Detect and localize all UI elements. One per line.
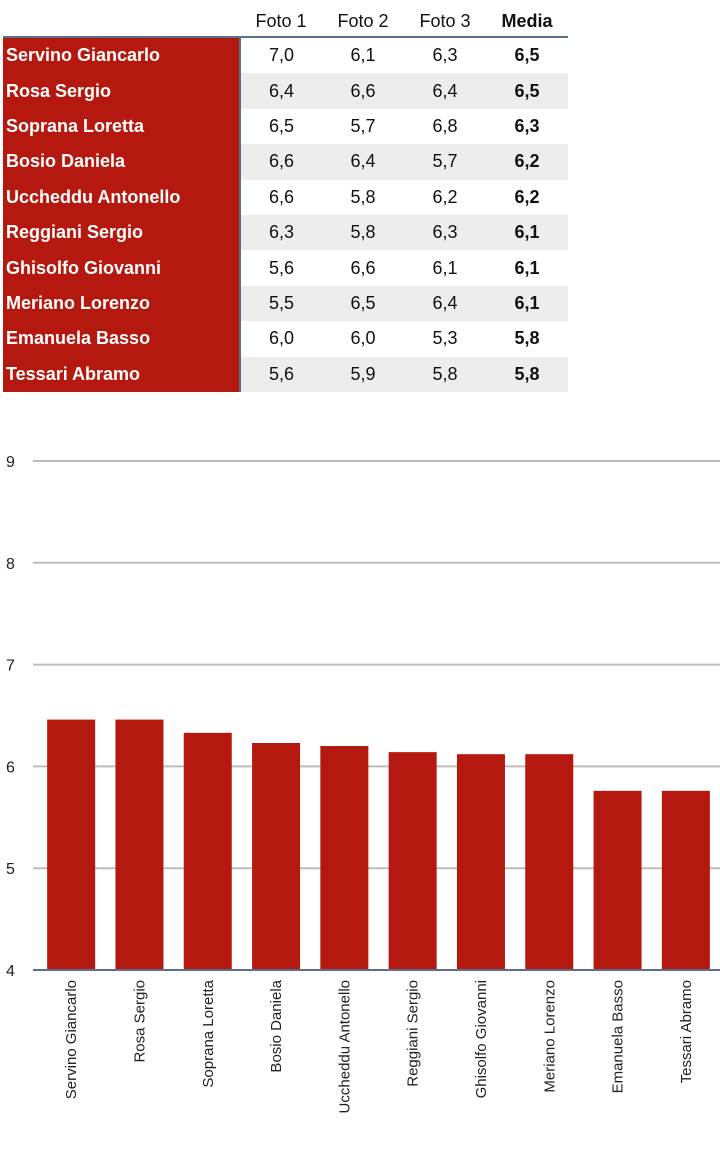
- x-axis-categories: Servino Giancarlo Rosa Sergio Soprana Lore…: [63, 979, 695, 1113]
- header-foto-2: Foto 2: [322, 6, 404, 38]
- media-score: 6,3: [514, 115, 540, 136]
- foto-1-score: 5,6: [268, 257, 295, 278]
- header-media: Media: [486, 6, 568, 38]
- bar: [388, 752, 437, 970]
- table-header-row: Foto 1 Foto 2 Foto 3 Media: [3, 6, 568, 38]
- x-category-label: Ghisolfo Giovanni: [473, 980, 490, 1098]
- media-score: 6,1: [486, 214, 568, 251]
- x-category-label: Soprana Loretta: [200, 979, 217, 1087]
- foto-1-score: 7,0: [268, 45, 295, 66]
- media-score: 6,5: [486, 73, 568, 109]
- foto-2-score: 6,6: [322, 73, 404, 109]
- y-tick-label: 8: [6, 556, 15, 573]
- foto-2-score: 6,1: [350, 45, 376, 66]
- y-axis-ticks: 4 5 6 7 8 9: [6, 454, 15, 980]
- media-score: 5,8: [486, 356, 568, 392]
- foto-1-score: 6,6: [240, 144, 322, 180]
- row-name: Ghisolfo Giovanni: [3, 250, 241, 286]
- table-row: Emanuela Basso 6,0 6,0 5,3 5,8: [3, 321, 568, 357]
- bar: [115, 719, 164, 970]
- table-body: Servino Giancarlo 7,0 6,1 6,3 6,5 Rosa Sergio…: [3, 37, 568, 392]
- foto-1-score: 6,5: [268, 115, 295, 136]
- foto-3-score: 6,4: [404, 73, 486, 109]
- bar: [320, 746, 369, 970]
- bar-chart: 4 5 6 7 8 9 Servino Giancarlo Rosa Sergio Sopra…: [6, 454, 720, 1113]
- table-row: Ghisolfo Giovanni 5,6 6,6 6,1 6,1: [3, 250, 568, 286]
- row-name: Emanuela Basso: [3, 321, 241, 357]
- bar: [661, 790, 710, 970]
- media-score: 6,5: [514, 45, 540, 66]
- foto-3-score: 6,2: [432, 186, 458, 207]
- row-name: Servino Giancarlo: [3, 37, 241, 74]
- header-name: [3, 6, 240, 38]
- foto-2-score: 5,7: [350, 115, 376, 136]
- bar: [456, 754, 505, 970]
- row-name: Uccheddu Antonello: [3, 179, 241, 215]
- foto-1-score: 6,4: [240, 73, 322, 109]
- media-score: 6,1: [514, 257, 540, 278]
- foto-2-score: 6,5: [322, 285, 404, 322]
- table-row: Meriano Lorenzo 5,5 6,5 6,4 6,1: [3, 285, 568, 322]
- table-row: Soprana Loretta 6,5 5,7 6,8 6,3: [3, 108, 568, 145]
- foto-2-score: 5,9: [322, 356, 404, 392]
- row-name: Rosa Sergio: [3, 73, 241, 109]
- bar: [252, 742, 301, 970]
- media-score: 6,1: [486, 285, 568, 322]
- foto-3-score: 6,3: [432, 45, 458, 66]
- y-tick-label: 9: [6, 454, 15, 471]
- bar: [47, 719, 96, 970]
- chart-bars: [33, 719, 720, 971]
- bar: [525, 754, 574, 970]
- x-category-label: Emanuela Basso: [610, 980, 627, 1093]
- table-row: Tessari Abramo 5,6 5,9 5,8 5,8: [3, 356, 568, 392]
- table-row: Reggiani Sergio 6,3 5,8 6,3 6,1: [3, 214, 568, 251]
- table-row: Uccheddu Antonello 6,6 5,8 6,2 6,2: [3, 179, 568, 215]
- foto-3-score: 6,8: [432, 115, 458, 136]
- header-foto-1: Foto 1: [240, 6, 322, 38]
- x-category-label: Servino Giancarlo: [63, 980, 80, 1099]
- foto-1-score: 5,6: [240, 356, 322, 392]
- x-category-label: Meriano Lorenzo: [541, 980, 558, 1093]
- foto-3-score: 5,7: [404, 144, 486, 180]
- table-row: Rosa Sergio 6,4 6,6 6,4 6,5: [3, 73, 568, 109]
- media-score: 5,8: [514, 328, 540, 349]
- foto-3-score: 5,3: [432, 328, 458, 349]
- foto-1-score: 6,3: [240, 214, 322, 251]
- row-name: Meriano Lorenzo: [3, 285, 241, 322]
- foto-3-score: 5,8: [404, 356, 486, 392]
- row-name: Bosio Daniela: [3, 144, 241, 180]
- media-score: 6,2: [514, 186, 540, 207]
- foto-1-score: 6,0: [268, 328, 295, 349]
- x-category-label: Uccheddu Antonello: [336, 980, 353, 1113]
- foto-2-score: 6,6: [350, 257, 376, 278]
- bar: [593, 790, 642, 970]
- media-score: 6,2: [486, 144, 568, 180]
- results-table: Foto 1 Foto 2 Foto 3 Media Servino Gianc…: [3, 6, 568, 392]
- x-category-label: Tessari Abramo: [678, 980, 695, 1083]
- x-category-label: Rosa Sergio: [131, 980, 148, 1063]
- row-name: Soprana Loretta: [3, 108, 241, 145]
- y-tick-label: 5: [6, 861, 15, 878]
- header-foto-3: Foto 3: [404, 6, 486, 38]
- bar: [183, 732, 232, 970]
- foto-2-score: 5,8: [322, 214, 404, 251]
- foto-2-score: 6,4: [322, 144, 404, 180]
- row-name: Tessari Abramo: [3, 356, 241, 392]
- x-category-label: Bosio Daniela: [268, 979, 285, 1072]
- foto-3-score: 6,1: [432, 257, 458, 278]
- foto-1-score: 6,6: [268, 186, 295, 207]
- foto-2-score: 5,8: [350, 186, 376, 207]
- x-category-label: Reggiani Sergio: [405, 980, 422, 1087]
- foto-1-score: 5,5: [240, 285, 322, 322]
- y-tick-label: 4: [6, 963, 15, 980]
- foto-3-score: 6,4: [404, 285, 486, 322]
- foto-2-score: 6,0: [350, 328, 376, 349]
- row-name: Reggiani Sergio: [3, 214, 241, 251]
- table-row: Bosio Daniela 6,6 6,4 5,7 6,2: [3, 144, 568, 180]
- table-row: Servino Giancarlo 7,0 6,1 6,3 6,5: [3, 37, 568, 74]
- foto-3-score: 6,3: [404, 214, 486, 251]
- y-tick-label: 7: [6, 658, 15, 675]
- y-tick-label: 6: [6, 759, 15, 776]
